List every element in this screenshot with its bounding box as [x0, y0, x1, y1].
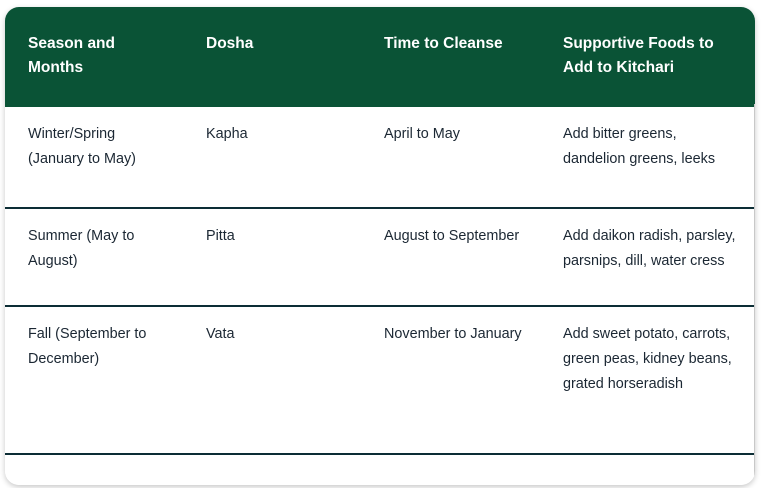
- table-row: Winter/Spring (January to May) Kapha Apr…: [5, 106, 755, 209]
- cell-supportive-foods: Add bitter greens, dandelion greens, lee…: [540, 106, 755, 209]
- cell-season-and-months: Fall (September to December): [5, 305, 183, 455]
- seasonal-cleanse-table: Season and Months Dosha Time to Cleanse …: [5, 7, 755, 485]
- column-header-supportive-foods: Supportive Foods to Add to Kitchari: [540, 7, 755, 107]
- seasonal-cleanse-table-card: Season and Months Dosha Time to Cleanse …: [5, 7, 755, 485]
- column-header-dosha: Dosha: [183, 7, 361, 107]
- cell-time-to-cleanse: November to January: [361, 305, 540, 455]
- cell-supportive-foods: Add daikon radish, parsley, parsnips, di…: [540, 207, 755, 307]
- column-header-season-and-months: Season and Months: [5, 7, 183, 107]
- cell-supportive-foods: Add sweet potato, carrots, green peas, k…: [540, 305, 755, 455]
- table-footer-cell: [5, 453, 755, 485]
- table-header-row: Season and Months Dosha Time to Cleanse …: [5, 7, 755, 107]
- column-header-time-to-cleanse: Time to Cleanse: [361, 7, 540, 107]
- cell-season-and-months: Winter/Spring (January to May): [5, 106, 183, 209]
- table-row: Summer (May to August) Pitta August to S…: [5, 207, 755, 307]
- cell-dosha: Kapha: [183, 106, 361, 209]
- table-footer-row: [5, 453, 755, 485]
- table-header: Season and Months Dosha Time to Cleanse …: [5, 7, 755, 107]
- cell-time-to-cleanse: April to May: [361, 106, 540, 209]
- table-body: Winter/Spring (January to May) Kapha Apr…: [5, 106, 755, 485]
- cell-dosha: Pitta: [183, 207, 361, 307]
- cell-time-to-cleanse: August to September: [361, 207, 540, 307]
- cell-dosha: Vata: [183, 305, 361, 455]
- cell-season-and-months: Summer (May to August): [5, 207, 183, 307]
- table-right-border: [754, 104, 755, 485]
- table-row: Fall (September to December) Vata Novemb…: [5, 305, 755, 455]
